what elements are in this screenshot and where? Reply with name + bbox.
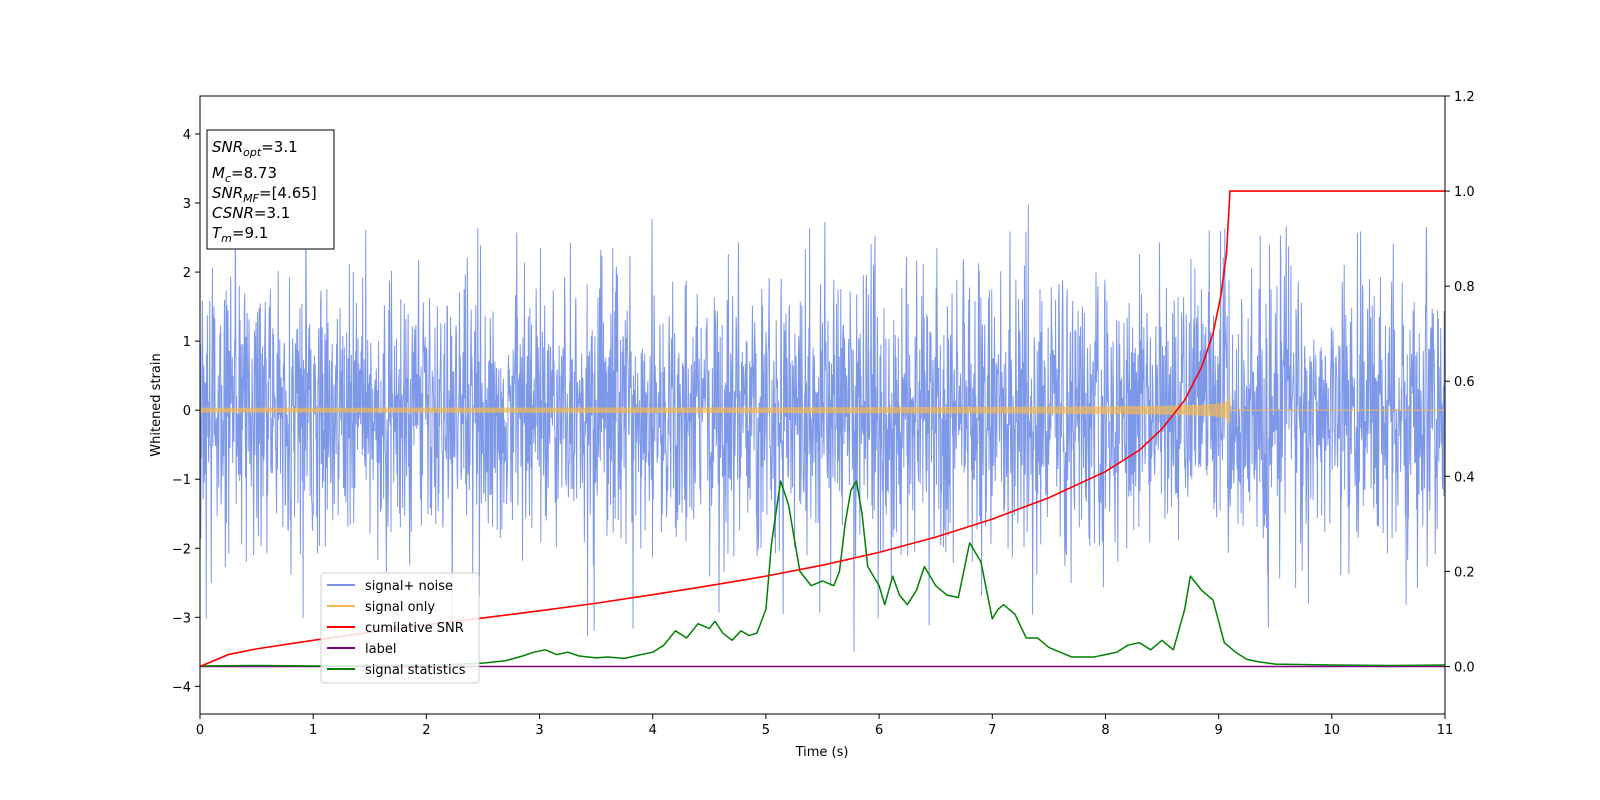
info-line-snr-opt-value: =3.1 xyxy=(261,138,297,156)
y2-tick-label-2: 0.8 xyxy=(1454,280,1475,295)
y-tick-label-0: 4 xyxy=(183,128,191,143)
info-line-snr-opt: SNRopt=3.1 xyxy=(212,138,298,159)
y-axis-label: Whitened strain xyxy=(149,353,164,456)
info-line-tm-base: T xyxy=(212,224,223,242)
info-line-tm-value: =9.1 xyxy=(232,224,268,242)
info-line-snr-mf: SNRMF=[4.65] xyxy=(212,184,317,205)
info-line-mc-sub: c xyxy=(225,172,231,185)
legend-label-cumulative-snr: cumilative SNR xyxy=(365,621,464,636)
info-line-snr-opt-sub: opt xyxy=(243,146,262,159)
legend-frame xyxy=(320,572,480,684)
x-tick-label-10: 10 xyxy=(1324,723,1341,738)
info-line-csnr-base: CSNR xyxy=(212,204,254,222)
y-tick-label-7: −3 xyxy=(172,611,191,626)
x-tick-label-8: 8 xyxy=(1101,723,1109,738)
y2-tick-label-0: 1.2 xyxy=(1454,90,1475,105)
info-line-snr-mf-sub: MF xyxy=(243,192,259,205)
info-line-snr-mf-base: SNR xyxy=(212,184,243,202)
series-signal-only xyxy=(200,392,1445,424)
y-axis-left: 4 3 2 1 0 −1 −2 −3 −4 xyxy=(172,128,200,695)
info-textbox-frame xyxy=(206,129,335,250)
y-axis-right: 1.2 1.0 0.8 0.6 0.4 0.2 0.0 xyxy=(1445,90,1475,675)
x-tick-label-7: 7 xyxy=(988,723,996,738)
x-tick-label-3: 3 xyxy=(535,723,543,738)
x-axis-label: Time (s) xyxy=(795,745,849,760)
info-line-tm: Tm=9.1 xyxy=(212,224,268,245)
y2-tick-label-4: 0.4 xyxy=(1454,470,1475,485)
x-tick-label-2: 2 xyxy=(422,723,430,738)
x-tick-label-6: 6 xyxy=(875,723,883,738)
x-axis: 0 1 2 3 4 5 6 7 8 9 10 11 xyxy=(196,714,1453,738)
series-signal-statistics xyxy=(200,480,1445,667)
info-line-mc-value: =8.73 xyxy=(231,164,277,182)
x-tick-label-0: 0 xyxy=(196,723,204,738)
y2-tick-label-1: 1.0 xyxy=(1454,185,1475,200)
y-tick-label-1: 3 xyxy=(183,197,191,212)
plot-frame xyxy=(199,95,1446,715)
y2-tick-label-6: 0.0 xyxy=(1454,660,1475,675)
y-tick-label-4: 0 xyxy=(183,404,191,419)
info-line-csnr-value: =3.1 xyxy=(254,204,290,222)
x-tick-label-1: 1 xyxy=(309,723,317,738)
legend: signal+ noise signal only cumilative SNR… xyxy=(320,572,480,684)
legend-label-signal-statistics: signal statistics xyxy=(365,663,466,678)
legend-label-label: label xyxy=(365,642,396,657)
info-textbox: SNRopt=3.1 Mc=8.73 SNRMF=[4.65] CSNR=3.1… xyxy=(206,129,335,250)
y-tick-label-2: 2 xyxy=(183,266,191,281)
y-tick-label-6: −2 xyxy=(172,542,191,557)
series-signal-noise xyxy=(200,204,1445,652)
legend-label-signal-noise: signal+ noise xyxy=(365,579,453,594)
info-line-snr-mf-value: =[4.65] xyxy=(259,184,317,202)
info-line-mc: Mc=8.73 xyxy=(212,164,277,185)
x-tick-label-5: 5 xyxy=(762,723,770,738)
y-tick-label-5: −1 xyxy=(172,473,191,488)
info-line-csnr: CSNR=3.1 xyxy=(212,204,290,222)
y2-tick-label-5: 0.2 xyxy=(1454,565,1475,580)
legend-label-signal-only: signal only xyxy=(365,600,435,615)
x-tick-label-9: 9 xyxy=(1214,723,1222,738)
info-line-mc-base: M xyxy=(212,164,225,182)
info-line-tm-sub: m xyxy=(221,232,232,245)
x-tick-label-4: 4 xyxy=(649,723,657,738)
x-tick-label-11: 11 xyxy=(1437,723,1454,738)
y-tick-label-3: 1 xyxy=(183,335,191,350)
y2-tick-label-3: 0.6 xyxy=(1454,375,1475,390)
info-line-snr-opt-base: SNR xyxy=(212,138,243,156)
y-tick-label-8: −4 xyxy=(172,680,191,695)
